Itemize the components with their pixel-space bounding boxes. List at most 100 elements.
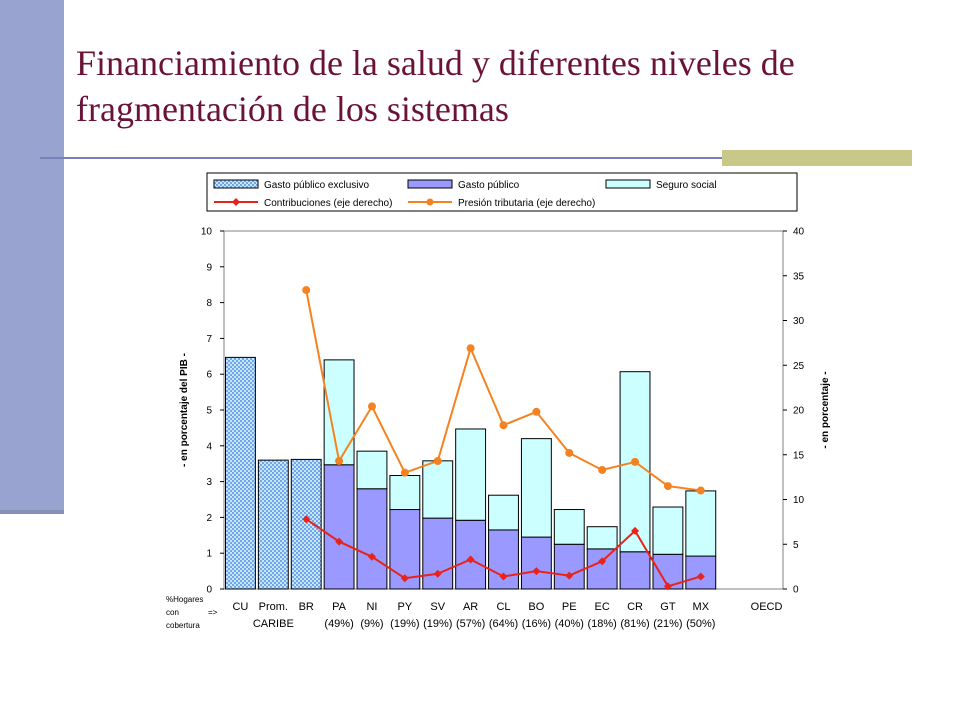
bar [619,551,651,590]
x-tick-sublabel: (57%) [456,618,485,630]
bar [455,519,487,590]
line-point [302,515,311,524]
line-point [532,567,541,576]
x-tick-label: BO [528,601,544,613]
x-tick-label: CR [627,601,643,613]
line-point [598,465,607,474]
line-point [663,582,672,591]
x-tick-label: SV [430,601,445,613]
row-label-arrow: => [208,608,218,617]
y-tick-label: 4 [206,441,212,452]
lines [302,286,705,591]
bar [356,450,388,490]
y2-tick-label: 35 [793,271,805,282]
x-tick-label: AR [463,601,478,613]
y2-tick-label: 30 [793,316,805,327]
y2-tick-label: 25 [793,361,805,372]
x-tick-sublabel: (50%) [686,618,715,630]
line-point [367,402,376,411]
line-point [565,448,574,457]
title-divider-accent [722,150,912,166]
line-point [335,537,344,546]
bar [225,356,256,590]
legend-swatch [407,179,453,189]
slide-title: Financiamiento de la salud y diferentes … [76,43,795,129]
line-point [400,468,409,477]
row-label-line: cobertura [166,621,200,630]
line-point [631,526,640,535]
bar [553,543,585,590]
legend-box [206,172,798,212]
line-point [433,569,442,578]
y-tick-label: 10 [201,227,213,238]
x-tick-label: OECD [751,601,783,613]
x-tick-sublabel: (18%) [587,618,616,630]
y-axis-title: - en porcentaje del PIB - [179,353,190,467]
line-point [565,571,574,580]
accent-side-bar [0,0,64,514]
bars [225,356,717,590]
chart-legend: Gasto público exclusivo Gasto público Segu… [206,172,798,212]
y2-tick-label: 15 [793,450,805,461]
x-tick-label: GT [660,601,676,613]
legend-label: Gasto público [458,180,520,191]
y-tick-label: 7 [206,334,212,345]
y2-tick-label: 40 [793,227,805,238]
x-tick-sublabel: (19%) [423,618,452,630]
line-point [696,572,705,581]
y-tick-label: 6 [206,370,212,381]
line-point [598,557,607,566]
legend-swatch [605,179,651,189]
bar [422,460,454,519]
line-point [400,574,409,583]
line-point [532,407,541,416]
bar [422,517,454,590]
bar [290,458,322,590]
x-tick-label: Prom. [259,601,288,613]
line-point [302,286,311,295]
line-point [335,457,344,466]
y2-tick-label: 20 [793,406,805,417]
bar [685,490,717,557]
bar [520,536,552,590]
line-point [631,457,640,466]
row-label-line: con [166,608,179,617]
x-tick-label: CL [496,601,510,613]
bar [389,475,421,511]
bar [356,488,388,590]
legend-label: Contribuciones (eje derecho) [264,198,392,209]
x-tick-label: PE [562,601,577,613]
bar [520,438,552,538]
legend-label: Presión tributaria (eje derecho) [458,198,595,209]
y-tick-label: 3 [206,477,212,488]
y2-axis-title: - en porcentaje - [820,371,831,448]
bar [586,548,618,590]
bar [586,526,618,550]
y-tick-label: 9 [206,262,212,273]
x-tick-sublabel: (19%) [390,618,419,630]
bar [323,464,355,590]
bar [323,359,355,466]
x-tick-label: CU [232,601,248,613]
line-point [663,482,672,491]
line-point [696,486,705,495]
x-tick-label: MX [693,601,710,613]
bar [455,428,487,521]
y-tick-label: 1 [206,549,212,560]
y-tick-label: 5 [206,406,212,417]
bar [652,506,684,555]
title-divider [40,157,912,159]
x-tick-sublabel: (40%) [555,618,584,630]
x-tick-sublabel: (64%) [489,618,518,630]
bar [488,529,519,590]
x-tick-sublabel: (81%) [620,618,649,630]
bar [553,509,585,545]
x-tick-label: PY [398,601,413,613]
bar [257,459,289,590]
x-tick-label: PA [332,601,347,613]
y-tick-label: 0 [206,585,212,596]
legend-label: Seguro social [656,180,717,191]
x-tick-label: EC [595,601,610,613]
legend-swatch [213,179,259,189]
